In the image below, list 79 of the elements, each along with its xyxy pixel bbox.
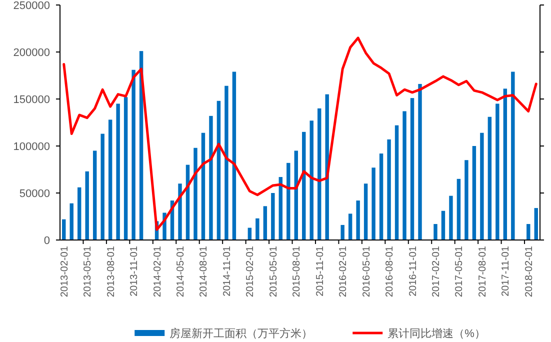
x-tick-label: 2016-08-01 [384,246,396,298]
bar [488,116,492,240]
bar [209,116,213,240]
bar [526,224,530,240]
bar [387,139,391,240]
bar [263,206,268,240]
bar [62,219,66,240]
bar [302,132,306,240]
y-tick-label: 100000 [13,141,50,153]
bar [511,72,515,240]
bar [480,132,484,240]
bar [340,224,344,240]
bar [124,97,128,240]
bar [317,108,322,240]
x-tick-label: 2015-11-01 [314,246,326,296]
x-tick-label: 2013-02-01 [59,246,70,298]
x-tick-label: 2014-08-01 [198,246,210,298]
bar [286,162,290,240]
bar [100,134,104,240]
x-tick-label: 2017-02-01 [430,246,442,298]
bar [194,148,198,240]
x-tick-label: 2014-11-01 [222,246,233,296]
bar [224,86,228,240]
x-tick-label: 2018-02-01 [524,246,535,298]
bar [402,111,406,240]
x-tick-label: 2016-02-01 [338,246,350,298]
bar [394,125,399,240]
x-tick-label: 2015-05-01 [268,246,280,298]
bar [418,84,422,240]
bar [410,98,414,240]
bar [116,104,120,240]
y-tick-label: 0 [44,235,50,247]
y-tick-label: 250000 [13,0,50,12]
legend-label: 房屋新开工面积（万平方米） [170,327,313,340]
x-tick-label: 2017-11-01 [500,246,512,296]
bar [232,72,236,240]
bar [278,177,283,240]
bar [310,120,314,240]
bar [271,193,275,240]
bar [472,146,476,240]
bar [201,132,206,240]
x-tick-label: 2014-02-01 [152,246,164,298]
bar [534,208,538,240]
x-tick-label: 2014-05-01 [176,246,186,298]
bar [503,88,508,240]
bar [92,150,97,240]
bar [325,94,329,240]
bar [348,214,352,240]
bar [364,184,368,240]
bar [372,168,376,240]
bar [434,224,438,240]
bar [456,178,461,240]
bar [132,70,136,240]
bar [496,104,500,240]
bar [379,154,384,240]
bar [85,171,89,240]
y-tick-label: 50000 [19,188,50,200]
x-tick-label: 2016-11-01 [408,246,419,296]
y-tick-label: 200000 [13,47,50,59]
bar [464,160,468,240]
y-tick-label: 150000 [13,94,50,106]
bar [256,218,260,240]
bar [77,187,82,240]
x-tick-label: 2017-08-01 [477,246,488,298]
bar [70,203,74,240]
bar [108,120,112,240]
x-tick-label: 2015-02-01 [245,246,256,298]
x-tick-label: 2013-11-01 [129,246,140,296]
x-tick-label: 2013-05-01 [82,246,94,298]
bar [216,100,221,240]
legend-label: 累计同比增速（%） [388,327,486,340]
x-tick-label: 2015-08-01 [292,246,303,298]
bar [356,200,360,240]
x-tick-label: 2013-08-01 [106,246,117,298]
bar [441,210,446,240]
bar [449,196,453,240]
bar [178,184,182,240]
x-tick-label: 2017-05-01 [454,246,466,298]
x-tick-label: 2016-05-01 [361,246,372,298]
